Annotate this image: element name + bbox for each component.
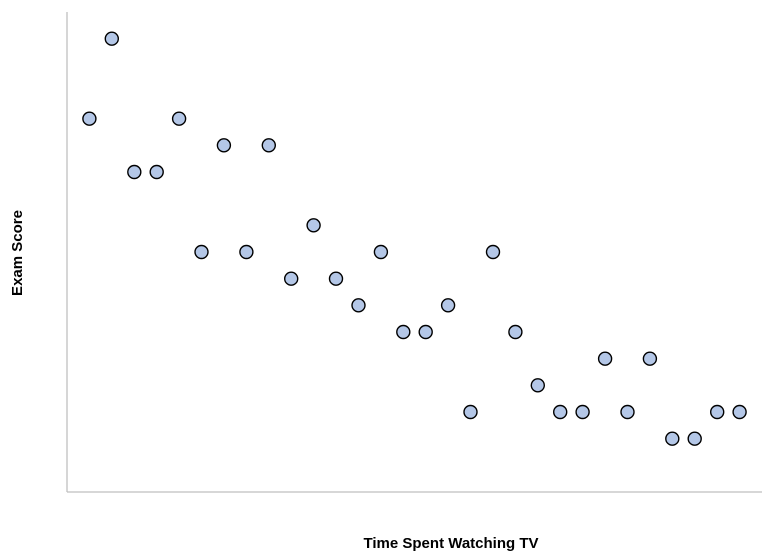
scatter-point — [665, 431, 680, 446]
scatter-point — [732, 404, 747, 420]
scatter-point — [418, 324, 433, 340]
scatter-point — [261, 138, 276, 153]
scatter-point — [642, 351, 658, 366]
scatter-point — [239, 244, 254, 260]
scatter-point — [485, 244, 501, 260]
scatter-point — [575, 404, 590, 420]
scatter-point — [127, 164, 142, 180]
scatter-point — [171, 111, 187, 126]
x-axis-title: Time Spent Watching TV — [363, 535, 538, 552]
scatter-point — [194, 244, 209, 260]
scatter-point — [530, 378, 545, 393]
scatter-point — [463, 404, 478, 420]
scatter-point — [440, 298, 456, 313]
scatter-point — [149, 164, 164, 180]
scatter-point — [508, 324, 523, 340]
scatter-point — [687, 431, 702, 446]
scatter-point — [216, 138, 232, 153]
scatter-point — [710, 404, 725, 420]
scatter-point — [82, 111, 97, 126]
y-axis-title: Exam Score — [9, 210, 26, 296]
scatter-point — [104, 31, 120, 46]
scatter-point — [597, 351, 613, 366]
scatter-point — [351, 298, 366, 313]
scatter-point — [553, 404, 568, 420]
scatter-point — [620, 404, 635, 420]
scatter-point — [328, 271, 344, 286]
scatter-point — [306, 218, 321, 233]
scatter-point — [396, 324, 411, 340]
scatter-point — [373, 244, 389, 260]
scatter-point — [284, 271, 299, 286]
data-points — [82, 31, 747, 446]
